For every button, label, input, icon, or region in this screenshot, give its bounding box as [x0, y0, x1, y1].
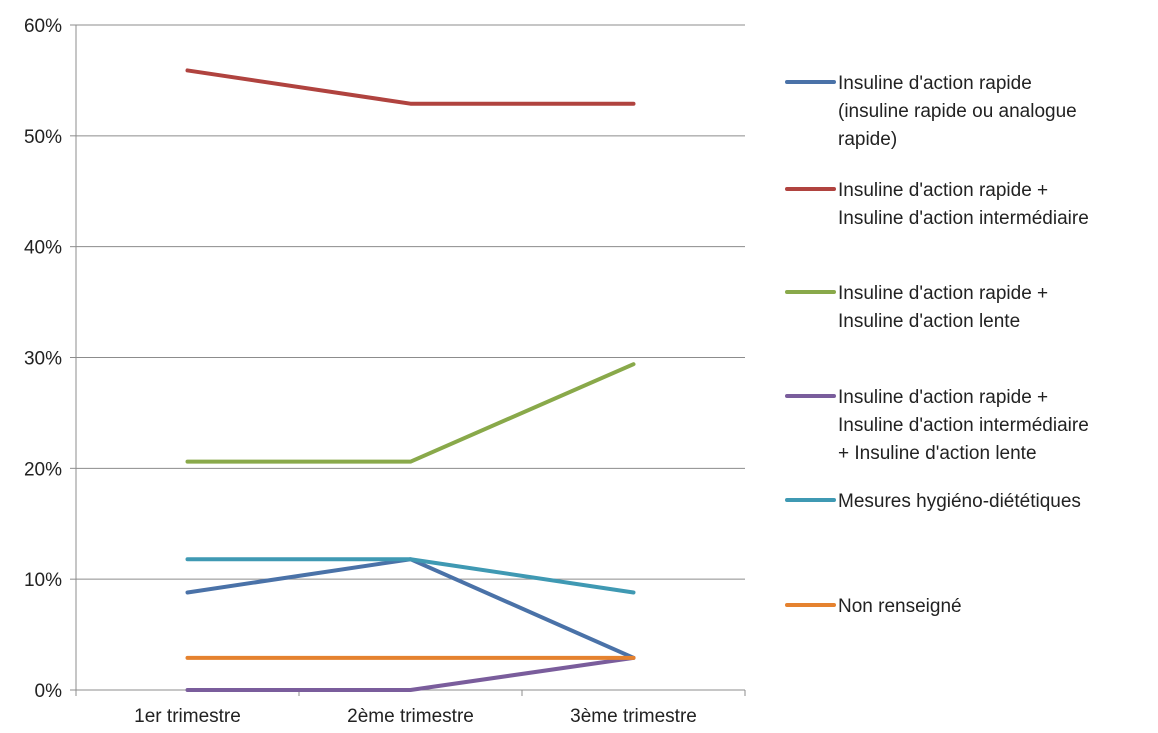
y-tick-label: 0% — [35, 681, 63, 702]
legend-label: Insuline d'action intermédiaire — [838, 415, 1089, 436]
y-tick-label: 60% — [24, 16, 62, 37]
y-tick-label: 20% — [24, 459, 62, 480]
y-tick-label: 40% — [24, 238, 62, 259]
legend-label: Insuline d'action rapide + — [838, 387, 1048, 408]
axes: 0% 10% 20% 30% 40% 50% 60% 1er trimestre 2ème tr… — [24, 16, 746, 727]
y-tick-label: 30% — [24, 349, 62, 370]
series-line — [185, 68, 636, 106]
series-line — [185, 655, 636, 692]
legend-label: (insuline rapide ou analogue — [838, 101, 1077, 122]
series-line — [185, 557, 636, 595]
legend-label: Insuline d'action rapide + — [838, 283, 1048, 304]
x-tick-label: 3ème trimestre — [570, 706, 697, 727]
legend: Insuline d'action rapide (insuline rapide… — [785, 73, 1089, 617]
legend-label: Insuline d'action lente — [838, 311, 1020, 332]
legend-label: rapide) — [838, 129, 897, 150]
legend-label: Insuline d'action rapide + — [838, 180, 1048, 201]
legend-label: Insuline d'action intermédiaire — [838, 208, 1089, 229]
legend-label: + Insuline d'action lente — [838, 443, 1037, 464]
series-lines — [185, 68, 636, 692]
legend-label: Mesures hygiéno-diététiques — [838, 491, 1081, 512]
gridlines — [76, 24, 745, 580]
x-tick-label: 2ème trimestre — [347, 706, 474, 727]
y-tick-label: 50% — [24, 127, 62, 148]
y-tick-label: 10% — [24, 570, 62, 591]
x-tick-label: 1er trimestre — [134, 706, 241, 727]
series-line — [185, 557, 636, 660]
series-line — [185, 362, 636, 464]
legend-label: Insuline d'action rapide — [838, 73, 1032, 94]
legend-label: Non renseigné — [838, 596, 962, 617]
